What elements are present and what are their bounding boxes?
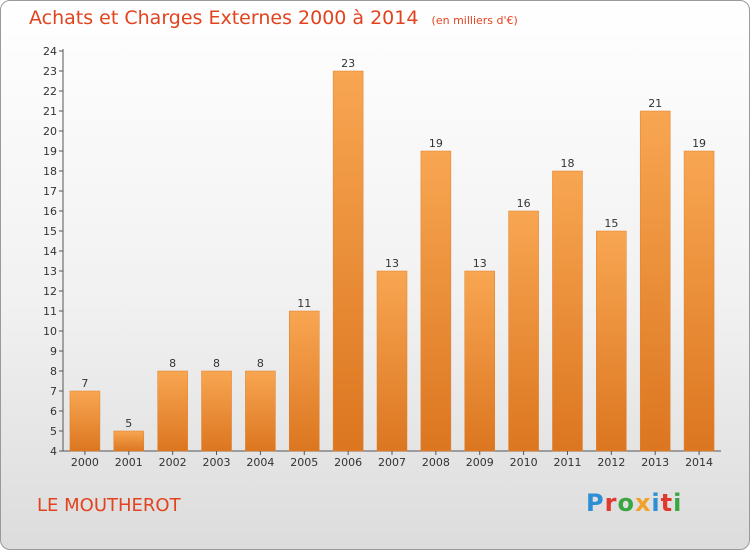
bar	[596, 230, 627, 452]
chart-unit-label: (en milliers d'€)	[431, 14, 518, 27]
logo-letter: r	[604, 489, 618, 517]
y-tick-label: 20	[43, 125, 57, 138]
bar	[69, 390, 101, 452]
bar	[245, 370, 276, 452]
y-tick-label: 14	[43, 245, 57, 258]
x-tick-label: 2014	[685, 456, 713, 469]
bar	[332, 70, 364, 452]
x-tick-label: 2012	[597, 456, 625, 469]
data-label: 8	[213, 357, 220, 370]
y-tick-label: 8	[50, 365, 57, 378]
data-label: 13	[385, 257, 399, 270]
x-tick-label: 2011	[553, 456, 581, 469]
data-label: 13	[473, 257, 487, 270]
y-tick-label: 5	[50, 425, 57, 438]
y-tick-label: 7	[50, 385, 57, 398]
y-tick-label: 15	[43, 225, 57, 238]
bar	[420, 150, 452, 452]
logo-letter: o	[617, 489, 635, 517]
bar	[683, 150, 715, 452]
data-label: 19	[429, 137, 443, 150]
y-tick-label: 23	[43, 65, 57, 78]
y-tick-label: 24	[43, 45, 57, 58]
y-tick-label: 21	[43, 105, 57, 118]
chart-title-main: Achats et Charges Externes 2000 à 2014	[29, 7, 419, 29]
logo-letter: i	[651, 489, 661, 517]
y-tick-label: 22	[43, 85, 57, 98]
data-label: 15	[604, 217, 618, 230]
data-label: 16	[517, 197, 531, 210]
x-tick-label: 2002	[159, 456, 187, 469]
x-tick-label: 2008	[422, 456, 450, 469]
data-label: 18	[560, 157, 574, 170]
proxiti-logo: Proxiti	[586, 489, 682, 517]
data-label: 21	[648, 97, 662, 110]
x-tick-label: 2005	[290, 456, 318, 469]
bar	[552, 170, 583, 452]
y-tick-label: 11	[43, 305, 57, 318]
x-tick-label: 2007	[378, 456, 406, 469]
bar	[201, 370, 232, 452]
x-tick-label: 2003	[203, 456, 231, 469]
y-tick-label: 4	[50, 445, 57, 458]
y-tick-label: 16	[43, 205, 57, 218]
x-tick-label: 2000	[71, 456, 99, 469]
data-label: 7	[81, 377, 88, 390]
x-tick-label: 2001	[115, 456, 143, 469]
data-label: 11	[297, 297, 311, 310]
bar	[157, 370, 188, 452]
x-tick-label: 2013	[641, 456, 669, 469]
data-label: 8	[169, 357, 176, 370]
data-label: 5	[125, 417, 132, 430]
logo-letter: x	[634, 489, 652, 517]
commune-name: LE MOUTHEROT	[37, 495, 181, 516]
data-label: 19	[692, 137, 706, 150]
x-tick-label: 2006	[334, 456, 362, 469]
x-tick-label: 2010	[510, 456, 538, 469]
bar	[113, 430, 145, 452]
data-label: 8	[257, 357, 264, 370]
x-tick-label: 2004	[246, 456, 274, 469]
logo-letter: i	[673, 489, 683, 517]
y-tick-label: 18	[43, 165, 57, 178]
chart-title: Achats et Charges Externes 2000 à 2014 (…	[29, 7, 518, 29]
logo-letter: P	[586, 489, 605, 517]
y-tick-label: 17	[43, 185, 57, 198]
bar	[639, 110, 671, 452]
data-label: 23	[341, 57, 355, 70]
x-tick-label: 2009	[466, 456, 494, 469]
y-tick-label: 6	[50, 405, 57, 418]
bar	[289, 310, 320, 452]
y-tick-label: 19	[43, 145, 57, 158]
logo-letter: t	[660, 489, 674, 517]
y-tick-label: 13	[43, 265, 57, 278]
y-tick-label: 12	[43, 285, 57, 298]
bar	[376, 270, 408, 452]
y-tick-label: 9	[50, 345, 57, 358]
bar	[464, 270, 495, 452]
bar	[508, 210, 539, 452]
y-tick-label: 10	[43, 325, 57, 338]
